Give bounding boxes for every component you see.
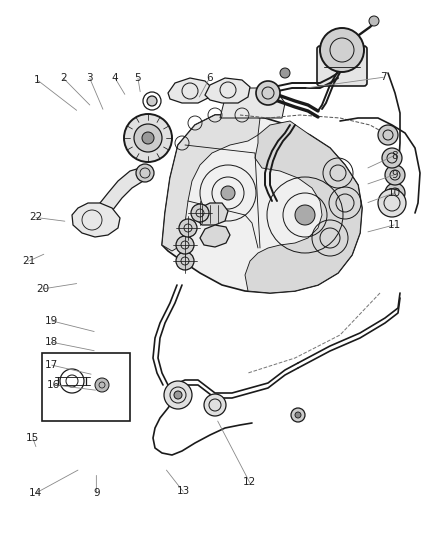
Text: 5: 5 xyxy=(134,74,141,83)
Circle shape xyxy=(147,96,157,106)
Polygon shape xyxy=(100,168,148,217)
Text: 21: 21 xyxy=(22,256,35,266)
Text: 14: 14 xyxy=(29,488,42,498)
FancyBboxPatch shape xyxy=(317,46,367,86)
Circle shape xyxy=(142,132,154,144)
Polygon shape xyxy=(220,88,285,118)
Circle shape xyxy=(95,378,109,392)
Polygon shape xyxy=(168,78,212,103)
Text: 8: 8 xyxy=(391,151,398,160)
Circle shape xyxy=(369,16,379,26)
Text: 9: 9 xyxy=(391,170,398,180)
Text: 16: 16 xyxy=(47,380,60,390)
Circle shape xyxy=(176,236,194,254)
Circle shape xyxy=(134,124,162,152)
Text: 19: 19 xyxy=(45,316,58,326)
Polygon shape xyxy=(162,115,260,251)
Circle shape xyxy=(124,114,172,162)
Text: 6: 6 xyxy=(206,74,213,83)
Text: 10: 10 xyxy=(388,188,401,198)
Text: 11: 11 xyxy=(388,220,401,230)
Text: 22: 22 xyxy=(29,213,42,222)
Circle shape xyxy=(256,81,280,105)
Circle shape xyxy=(378,125,398,145)
Circle shape xyxy=(176,252,194,270)
Circle shape xyxy=(291,408,305,422)
Circle shape xyxy=(385,165,405,185)
Text: 2: 2 xyxy=(60,74,67,83)
Circle shape xyxy=(191,204,209,222)
Circle shape xyxy=(136,164,154,182)
Text: 15: 15 xyxy=(26,433,39,443)
Polygon shape xyxy=(162,115,362,293)
Circle shape xyxy=(320,28,364,72)
Polygon shape xyxy=(200,225,230,247)
Text: 7: 7 xyxy=(380,72,387,82)
Circle shape xyxy=(295,205,315,225)
Polygon shape xyxy=(205,78,250,103)
Circle shape xyxy=(179,219,197,237)
FancyBboxPatch shape xyxy=(42,353,130,421)
Text: 3: 3 xyxy=(86,74,93,83)
Text: 13: 13 xyxy=(177,487,190,496)
Text: 9: 9 xyxy=(93,488,100,498)
Text: 4: 4 xyxy=(112,74,119,83)
Circle shape xyxy=(204,394,226,416)
Circle shape xyxy=(385,183,405,203)
Circle shape xyxy=(378,189,406,217)
Polygon shape xyxy=(195,203,228,225)
Text: 1: 1 xyxy=(34,75,41,85)
Circle shape xyxy=(221,186,235,200)
Circle shape xyxy=(280,68,290,78)
Text: 18: 18 xyxy=(45,337,58,347)
Circle shape xyxy=(382,148,402,168)
Text: 17: 17 xyxy=(45,360,58,370)
Polygon shape xyxy=(245,121,362,293)
Circle shape xyxy=(295,412,301,418)
Text: 12: 12 xyxy=(243,478,256,487)
Polygon shape xyxy=(72,203,120,237)
Circle shape xyxy=(164,381,192,409)
Text: 20: 20 xyxy=(36,284,49,294)
Circle shape xyxy=(174,391,182,399)
